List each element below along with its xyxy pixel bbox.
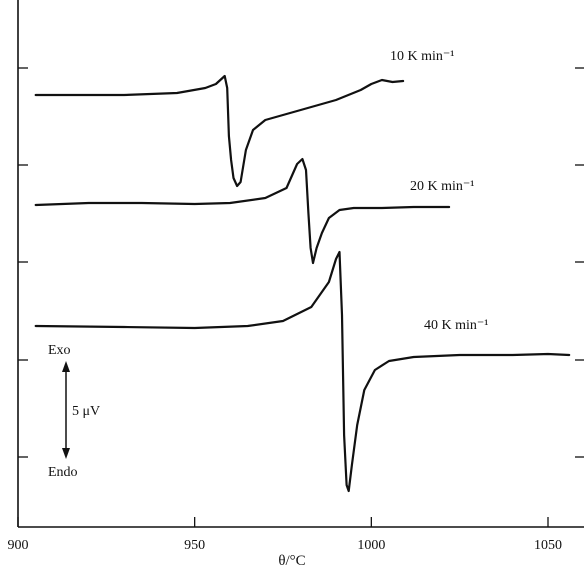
x-axis-title: θ/°C <box>278 553 305 569</box>
endo-label: Endo <box>48 465 78 480</box>
curves <box>34 74 571 493</box>
series-label-20: 20 K min⁻¹ <box>410 179 474 194</box>
x-tick-label: 1050 <box>534 538 562 553</box>
series-line-3 <box>34 250 571 493</box>
right-y-ticks <box>575 67 584 458</box>
series-label-40: 40 K min⁻¹ <box>424 318 488 333</box>
scale-label: 5 μV <box>72 404 100 419</box>
arrow-up-icon <box>62 361 70 372</box>
exo-label: Exo <box>48 343 71 358</box>
arrow-down-icon <box>62 448 70 459</box>
series-label-10: 10 K min⁻¹ <box>390 49 454 64</box>
series-line-2 <box>34 157 451 265</box>
x-tick-label: 1000 <box>357 538 385 553</box>
left-y-ticks <box>18 67 28 458</box>
x-tick-label: 950 <box>184 538 205 553</box>
series-line-1 <box>34 74 405 188</box>
x-ticks: 900 950 1000 1050 <box>8 517 562 553</box>
x-tick-label: 900 <box>8 538 29 553</box>
